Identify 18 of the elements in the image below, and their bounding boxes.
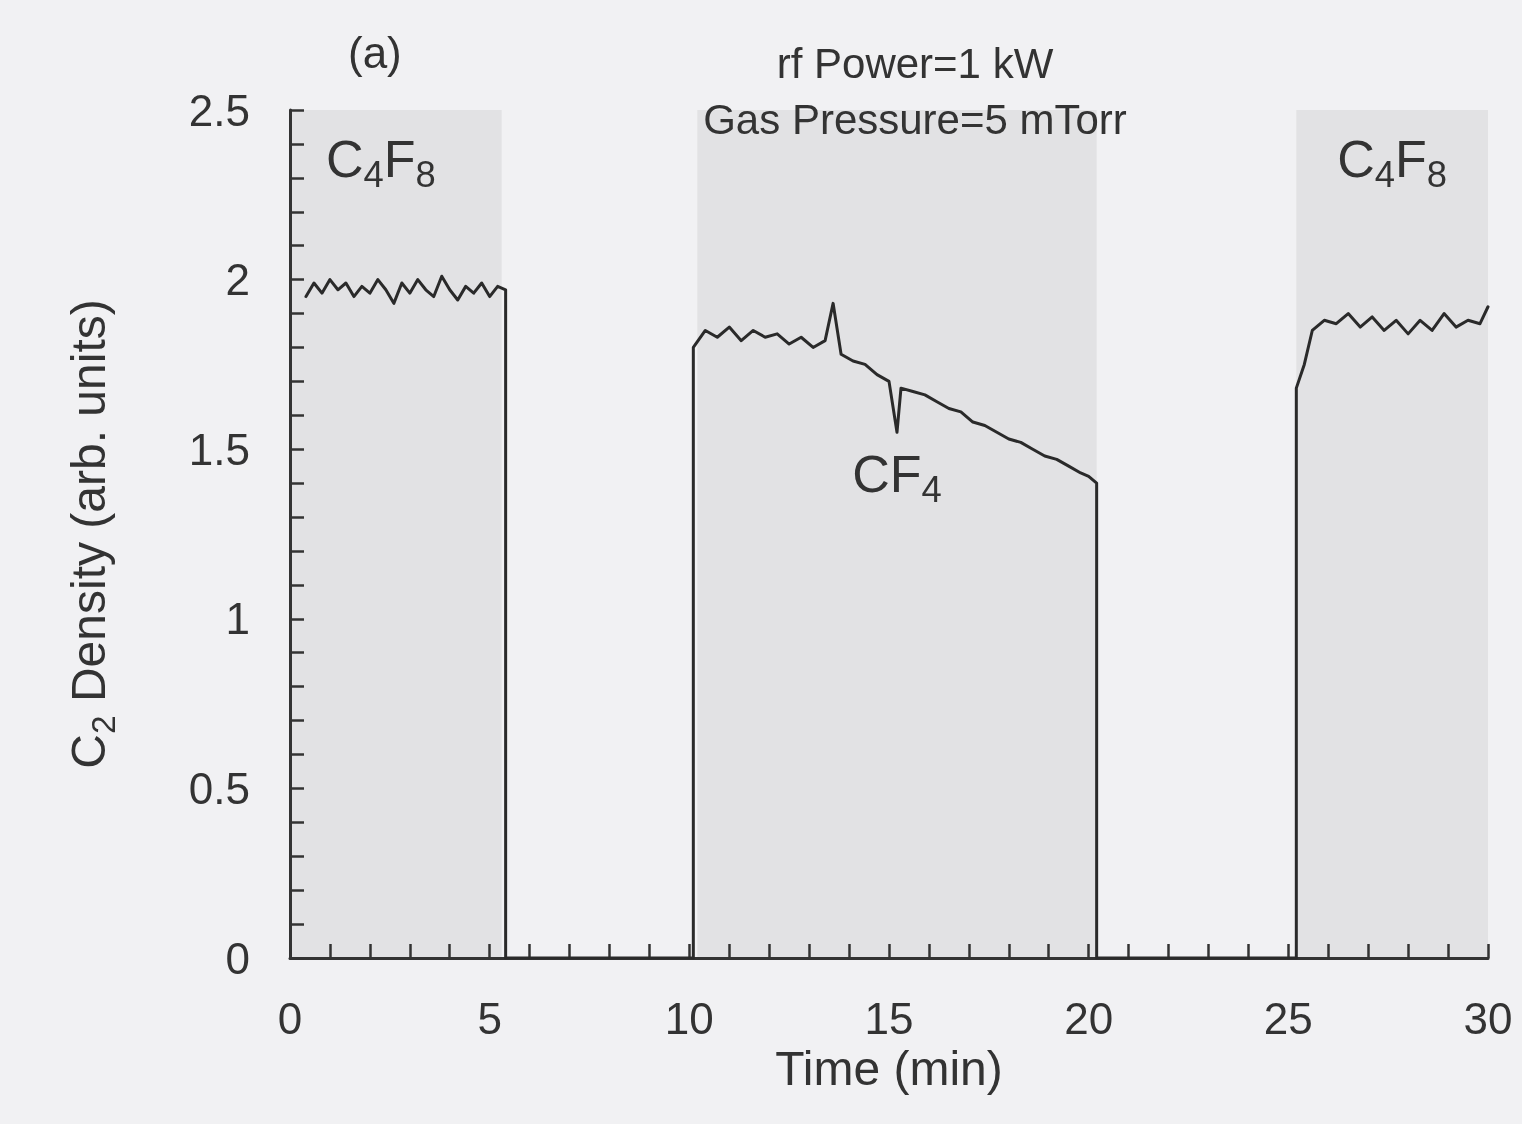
text: (a) — [348, 27, 402, 77]
x-tick-label: 0 — [277, 993, 303, 1043]
x-tick-label: 20 — [1064, 993, 1114, 1043]
x-tick-label: 5 — [477, 993, 502, 1043]
y-tick-label: 1 — [225, 594, 250, 644]
y-tick-label: 2 — [225, 255, 250, 305]
y-axis-title: C2 Density (arb. units) — [62, 299, 122, 769]
x-axis-title: Time (min) — [775, 1042, 1003, 1096]
y-tick-label: 2.5 — [188, 85, 250, 135]
annotation: Gas Pressure=5 mTorr — [703, 95, 1127, 143]
x-tick-label: 30 — [1463, 993, 1513, 1043]
y-tick-label: 0.5 — [188, 763, 250, 813]
y-tick-label: 0 — [225, 933, 250, 983]
y-tick-label: 1.5 — [188, 424, 250, 474]
x-tick-label: 15 — [864, 993, 914, 1043]
x-tick-label: 25 — [1263, 993, 1313, 1043]
text: rf Power=1 kW — [776, 39, 1054, 87]
x-tick-label: 10 — [664, 993, 714, 1043]
